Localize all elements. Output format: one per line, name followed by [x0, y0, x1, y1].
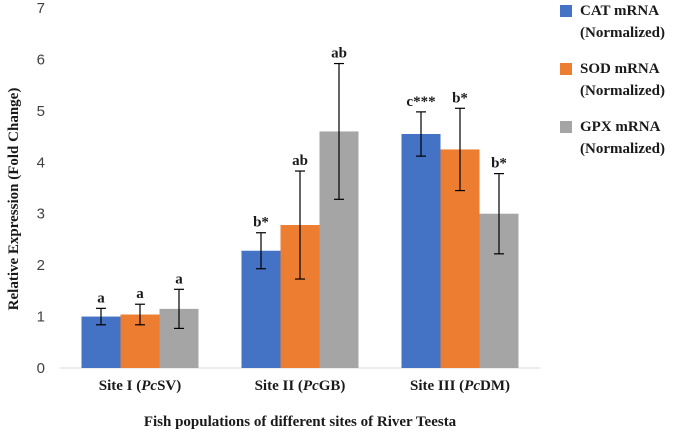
legend-swatch-cat [560, 5, 572, 17]
chart: 0 1 2 3 4 5 6 7 a a a b* ab ab c*** b* b* Site I (PcSV)… [6, 0, 540, 430]
y-axis-title: Relative Expression (Fold Change) [6, 88, 22, 311]
legend-label-cat-line2: (Normalized) [580, 25, 665, 41]
y-tick-label: 2 [37, 257, 45, 274]
y-tick-label: 4 [37, 154, 45, 171]
legend-label-gpx-line2: (Normalized) [580, 141, 665, 157]
data-label-gpx-site-1: a [175, 271, 183, 287]
y-tick-label: 5 [37, 103, 45, 120]
x-axis-title: Fish populations of different sites of R… [144, 414, 457, 430]
legend-label-cat-line1: CAT mRNA [580, 3, 660, 19]
data-label-cat-site-3: c*** [406, 94, 435, 110]
data-label-sod-site-3: b* [452, 90, 468, 106]
bar-cat-site-2[interactable] [241, 250, 281, 368]
data-label-gpx-site-2: ab [331, 46, 347, 62]
data-label-sod-site-1: a [136, 286, 144, 302]
y-tick-label: 0 [37, 360, 45, 377]
category-label-site-1: Site I (PcSV) [99, 378, 182, 394]
data-label-gpx-site-3: b* [491, 156, 507, 172]
y-tick-label: 3 [37, 206, 45, 223]
y-axis-ticks: 0 1 2 3 4 5 6 7 [37, 0, 45, 377]
legend-swatch-sod [560, 63, 572, 75]
data-label-cat-site-2: b* [253, 215, 269, 231]
error-bars [96, 62, 504, 329]
data-labels: a a a b* ab ab c*** b* b* [97, 46, 507, 307]
category-label-site-3: Site III (PcDM) [410, 378, 510, 394]
y-tick-label: 6 [37, 51, 45, 68]
data-label-sod-site-2: ab [292, 153, 308, 169]
legend-label-sod-line1: SOD mRNA [580, 61, 660, 77]
category-labels: Site I (PcSV) Site II (PcGB) Site III (PcD… [99, 378, 510, 394]
legend-label-sod-line2: (Normalized) [580, 83, 665, 99]
y-tick-label: 7 [37, 0, 45, 17]
data-label-cat-site-1: a [97, 290, 105, 306]
bar-cat-site-3[interactable] [401, 134, 441, 368]
category-label-site-2: Site II (PcGB) [255, 378, 346, 394]
y-tick-label: 1 [37, 309, 45, 326]
legend-label-gpx-line1: GPX mRNA [580, 119, 661, 135]
legend-swatch-gpx [560, 121, 572, 133]
